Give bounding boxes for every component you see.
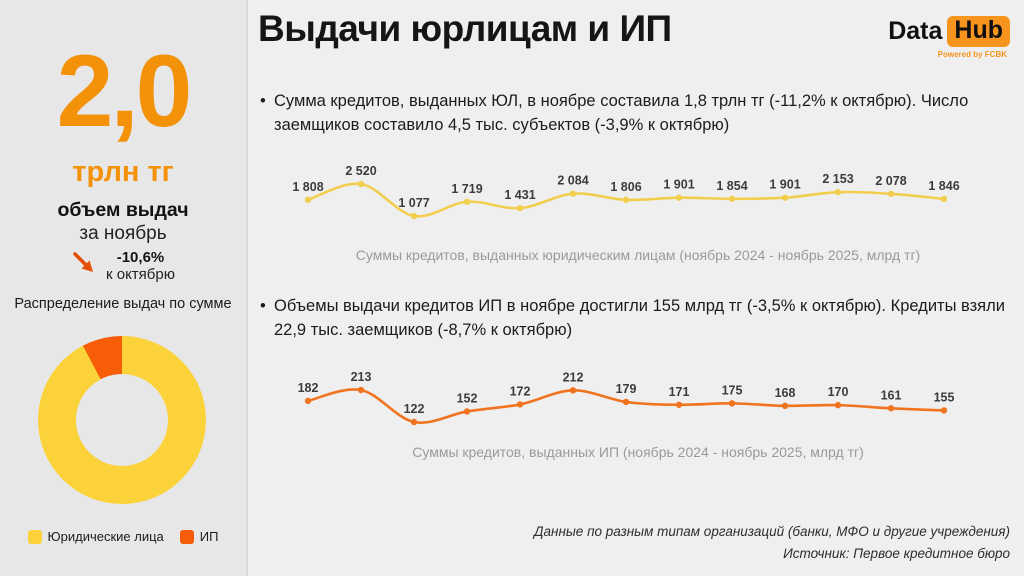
datahub-logo-row: Data Hub <box>888 16 1010 47</box>
svg-text:1 806: 1 806 <box>610 180 641 194</box>
bullet-ip: Объемы выдачи кредитов ИП в ноябре дости… <box>258 295 1014 343</box>
legend-item-ip: ИП <box>179 529 219 544</box>
legend-item-legal-entities: Юридические лица <box>27 529 164 544</box>
svg-text:1 901: 1 901 <box>769 178 800 192</box>
legend-swatch-yellow-icon <box>27 529 42 544</box>
down-right-arrow-icon <box>73 252 93 272</box>
svg-text:168: 168 <box>775 386 796 400</box>
footnote-data-types: Данные по разным типам организаций (банк… <box>534 524 1010 539</box>
delta-value: -10,6% <box>116 249 165 266</box>
delta-text: -10,6% к октябрю <box>106 249 175 283</box>
logo-text-data: Data <box>888 17 943 45</box>
footnotes: Данные по разным типам организаций (банк… <box>534 521 1010 566</box>
total-volume-value: 2,0 <box>56 34 193 148</box>
legend-label-legal-entities: Юридические лица <box>47 529 164 544</box>
svg-text:171: 171 <box>669 385 690 399</box>
svg-text:155: 155 <box>934 390 955 404</box>
metric-label: объем выдач <box>57 199 189 221</box>
legend-label-ip: ИП <box>199 529 219 544</box>
svg-text:2 084: 2 084 <box>557 174 588 188</box>
logo-text-hub: Hub <box>947 16 1010 47</box>
donut-chart <box>38 336 206 504</box>
total-volume-unit: трлн тг <box>72 156 174 188</box>
line-chart-ip: 182 213 122 152 172 212 179 171 175 168 170 161 155 <box>298 370 955 426</box>
svg-text:170: 170 <box>828 385 849 399</box>
footnote-source: Источник: Первое кредитное бюро <box>783 546 1010 562</box>
delta-period: к октябрю <box>106 266 175 283</box>
bullet-legal-entities: Сумма кредитов, выданных ЮЛ, в ноябре со… <box>258 90 1014 138</box>
donut-chart-title: Распределение выдач по сумме <box>14 296 232 312</box>
chart-caption-legal-entities: Суммы кредитов, выданных юридическим лиц… <box>355 247 921 263</box>
svg-text:2 078: 2 078 <box>875 174 906 188</box>
svg-text:1 901: 1 901 <box>663 178 694 192</box>
svg-text:1 431: 1 431 <box>504 188 535 202</box>
summary-list-ip: Объемы выдачи кредитов ИП в ноябре дости… <box>258 295 1014 343</box>
svg-text:152: 152 <box>457 391 478 405</box>
svg-text:212: 212 <box>563 370 584 384</box>
svg-text:179: 179 <box>616 382 637 396</box>
svg-text:172: 172 <box>510 384 531 398</box>
line-chart-legal-entities: 1 808 2 520 1 077 1 719 1 431 2 084 1 806 1 901… <box>292 164 960 220</box>
svg-text:1 854: 1 854 <box>716 179 747 193</box>
svg-text:1 808: 1 808 <box>292 180 323 194</box>
sidebar: 2,0 трлн тг объем выдач за ноябрь -10,6%… <box>0 0 248 576</box>
svg-text:1 077: 1 077 <box>398 196 429 210</box>
svg-text:182: 182 <box>298 381 319 395</box>
svg-text:2 520: 2 520 <box>345 164 376 178</box>
delta-indicator: -10,6% к октябрю <box>0 249 246 283</box>
svg-text:161: 161 <box>881 388 902 402</box>
page-title: Выдачи юрлицам и ИП <box>258 8 672 49</box>
logo-tagline: Powered by FCBK <box>937 50 1007 59</box>
svg-text:122: 122 <box>404 402 425 416</box>
svg-text:2 153: 2 153 <box>822 172 853 186</box>
svg-text:175: 175 <box>722 383 743 397</box>
summary-list-legal-entities: Сумма кредитов, выданных ЮЛ, в ноябре со… <box>258 90 1014 138</box>
main-content: Выдачи юрлицам и ИП Data Hub Powered by … <box>248 0 1024 576</box>
legend-swatch-orange-icon <box>179 529 194 544</box>
svg-text:213: 213 <box>351 370 372 384</box>
datahub-logo: Data Hub Powered by FCBK <box>888 16 1010 59</box>
metric-period: за ноябрь <box>79 223 167 244</box>
donut-legend: Юридические лица ИП <box>0 529 246 544</box>
chart-caption-ip: Суммы кредитов, выданных ИП (ноябрь 2024… <box>412 444 864 460</box>
svg-text:1 719: 1 719 <box>451 182 482 196</box>
svg-text:1 846: 1 846 <box>928 179 959 193</box>
